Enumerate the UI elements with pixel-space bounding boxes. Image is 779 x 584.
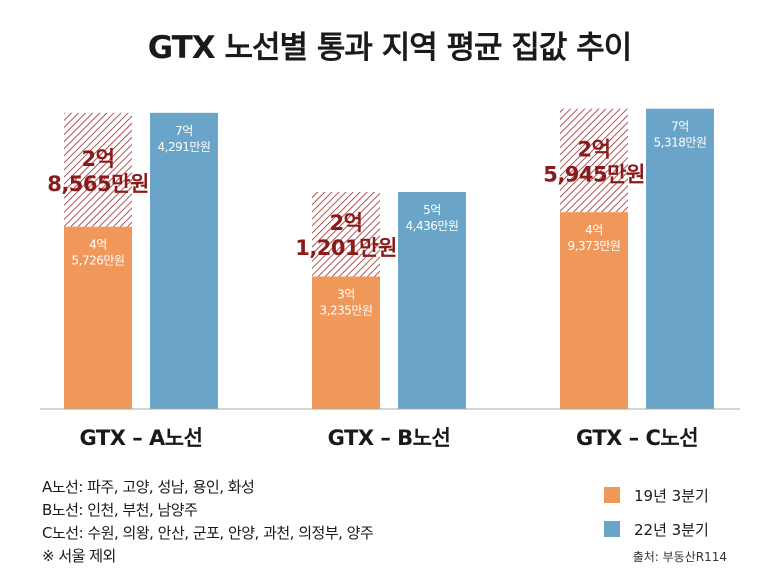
bar-label-2022-man: 4,291만원 [158, 140, 211, 154]
legend-label-2019: 19년 3분기 [634, 486, 709, 505]
bar-label-2022-man: 5,318만원 [654, 136, 707, 150]
bar-2022 [150, 112, 218, 410]
note-b-route: B노선: 인천, 부천, 남양주 [42, 501, 198, 519]
category-label: GTX – B노선 [328, 426, 451, 450]
legend-item-2019: 19년 3분기 [604, 484, 709, 506]
source-text: 출처: 부동산R114 [632, 550, 727, 564]
increase-label-man: 1,201만원 [295, 236, 397, 260]
note-seoul-excluded: ※ 서울 제외 [42, 547, 116, 565]
increase-label-eok: 2억 [330, 211, 363, 235]
increase-label-eok: 2억 [578, 137, 611, 161]
bar-label-2019-man: 3,235만원 [320, 303, 373, 317]
increase-hatch-bar [64, 112, 132, 227]
chart-title: GTX 노선별 통과 지역 평균 집값 추이 [147, 30, 632, 66]
legend: 19년 3분기 22년 3분기 [604, 484, 709, 552]
bar-2019 [312, 276, 380, 409]
increase-hatch-bar [560, 108, 628, 213]
legend-label-2022: 22년 3분기 [634, 520, 709, 539]
increase-label-man: 8,565만원 [47, 172, 149, 196]
increase-label-man: 5,945만원 [543, 162, 645, 186]
increase-label-eok: 2억 [82, 147, 115, 171]
note-c-route: C노선: 수원, 의왕, 안산, 군포, 안양, 과천, 의정부, 양주 [42, 524, 374, 542]
bar-label-2022-man: 4,436만원 [406, 219, 459, 233]
increase-hatch-bar [312, 191, 380, 277]
category-label: GTX – C노선 [576, 426, 698, 450]
legend-swatch-2022 [604, 521, 620, 537]
bar-label-2022-eok: 7억 [671, 120, 689, 134]
category-label: GTX – A노선 [80, 426, 203, 450]
bar-label-2019-man: 9,373만원 [568, 239, 621, 253]
note-a-route: A노선: 파주, 고양, 성남, 용인, 화성 [42, 478, 255, 496]
bar-2022 [398, 191, 466, 409]
bar-2019 [560, 212, 628, 409]
legend-swatch-2019 [604, 487, 620, 503]
bar-label-2019-man: 5,726만원 [72, 254, 125, 268]
bar-label-2022-eok: 7억 [175, 124, 193, 138]
bar-2022 [646, 108, 714, 409]
bar-label-2019-eok: 4억 [585, 223, 603, 237]
bar-2019 [64, 226, 132, 409]
bar-label-2019-eok: 4억 [89, 238, 107, 252]
bar-label-2022-eok: 5억 [423, 203, 441, 217]
route-notes: A노선: 파주, 고양, 성남, 용인, 화성 B노선: 인천, 부천, 남양주… [42, 476, 374, 568]
bar-label-2019-eok: 3억 [337, 287, 355, 301]
legend-item-2022: 22년 3분기 [604, 518, 709, 540]
